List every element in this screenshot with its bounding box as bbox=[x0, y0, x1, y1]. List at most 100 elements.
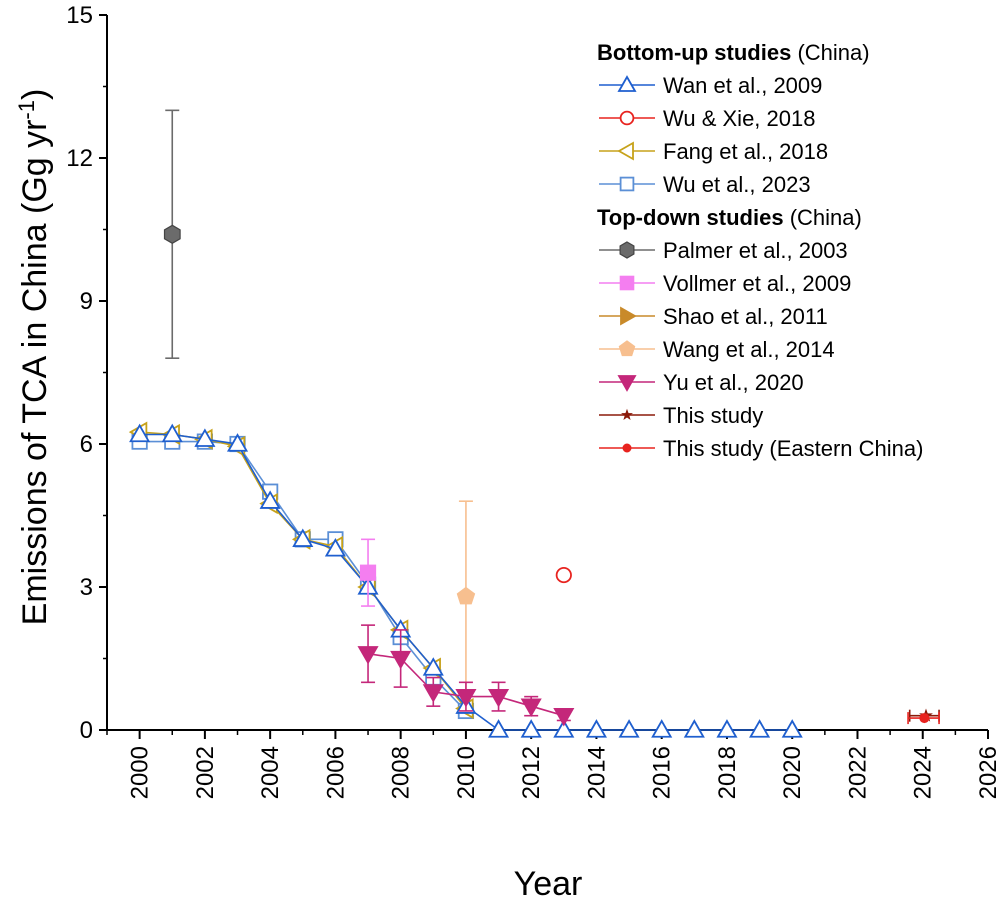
x-tick-label: 2010 bbox=[453, 746, 480, 799]
y-axis-title: Emissions of TCA in China (Gg yr-1) bbox=[14, 89, 54, 626]
x-tick-label: 2026 bbox=[975, 746, 1000, 799]
data-point bbox=[651, 719, 673, 738]
legend-label: Wang et al., 2014 bbox=[663, 337, 835, 362]
legend-label: Palmer et al., 2003 bbox=[663, 238, 848, 263]
legend-item: Wu & Xie, 2018 bbox=[599, 106, 815, 131]
series-7 bbox=[456, 500, 476, 693]
legend-marker bbox=[617, 375, 637, 392]
y-axis-title-sup: -1 bbox=[14, 100, 39, 120]
legend-item: Wu et al., 2023 bbox=[599, 172, 811, 197]
legend-item: Yu et al., 2020 bbox=[599, 370, 804, 395]
y-tick-label: 6 bbox=[80, 431, 93, 458]
x-tick-label: 2018 bbox=[714, 746, 741, 799]
legend-heading-bold: Top-down studies bbox=[597, 205, 784, 230]
y-tick-label: 12 bbox=[66, 145, 93, 172]
series-line bbox=[139, 440, 467, 712]
data-point bbox=[259, 490, 281, 509]
series-layer bbox=[128, 109, 940, 738]
legend-heading-rest: (China) bbox=[791, 40, 869, 65]
legend-item: Wang et al., 2014 bbox=[599, 337, 835, 362]
data-point bbox=[749, 719, 771, 738]
legend-marker bbox=[621, 408, 633, 420]
data-point bbox=[683, 719, 705, 738]
legend-label: This study bbox=[663, 403, 763, 428]
series-10 bbox=[907, 712, 940, 725]
data-point bbox=[553, 708, 575, 727]
legend-marker bbox=[619, 275, 635, 291]
data-point bbox=[488, 719, 510, 738]
data-point bbox=[553, 719, 575, 738]
data-point bbox=[618, 719, 640, 738]
data-point bbox=[226, 433, 249, 452]
data-point bbox=[520, 719, 542, 738]
legend-label: Wan et al., 2009 bbox=[663, 73, 822, 98]
data-point bbox=[357, 646, 379, 665]
data-point bbox=[555, 566, 572, 584]
data-point bbox=[455, 688, 477, 708]
x-tick-label: 2000 bbox=[127, 746, 154, 799]
legend-heading-rest: (China) bbox=[784, 205, 862, 230]
y-axis-title-main: Emissions of TCA in China (Gg yr bbox=[16, 120, 54, 626]
series-3 bbox=[131, 433, 475, 720]
legend-label: Yu et al., 2020 bbox=[663, 370, 804, 395]
x-tick-label: 2014 bbox=[583, 746, 610, 799]
series-4 bbox=[163, 109, 181, 360]
legend-group-heading: Bottom-up studies (China) bbox=[597, 40, 870, 65]
legend-marker bbox=[617, 75, 637, 92]
legend-item: Vollmer et al., 2009 bbox=[599, 271, 851, 296]
x-tick-label: 2002 bbox=[192, 746, 219, 799]
data-point bbox=[359, 564, 377, 581]
legend-item: Shao et al., 2011 bbox=[599, 304, 828, 329]
legend-heading-bold: Bottom-up studies bbox=[597, 40, 791, 65]
legend-marker bbox=[622, 443, 632, 453]
data-point bbox=[390, 650, 412, 670]
legend-item: Fang et al., 2018 bbox=[599, 139, 828, 164]
data-point bbox=[422, 657, 444, 676]
y-axis-title-close: ) bbox=[16, 89, 54, 100]
axis-ticks: 0 3 6 9 12 15 2000 2002 2004 2006 2008 2010 2012 2014… bbox=[66, 2, 1000, 799]
legend-marker bbox=[619, 176, 635, 192]
x-tick-label: 2008 bbox=[388, 746, 415, 799]
data-point bbox=[456, 586, 476, 605]
legend-item: Wan et al., 2009 bbox=[599, 73, 822, 98]
series-1 bbox=[555, 566, 572, 584]
data-point bbox=[129, 423, 151, 443]
data-point bbox=[781, 719, 803, 738]
x-tick-label: 2004 bbox=[257, 746, 284, 799]
x-tick-label: 2020 bbox=[779, 746, 806, 799]
data-point bbox=[520, 698, 542, 717]
series-5 bbox=[359, 538, 377, 607]
data-point bbox=[919, 713, 930, 724]
series-line bbox=[139, 431, 467, 710]
legend-label: This study (Eastern China) bbox=[663, 436, 923, 461]
x-tick-label: 2022 bbox=[844, 746, 871, 799]
y-tick-label: 0 bbox=[80, 717, 93, 744]
data-point bbox=[422, 684, 444, 703]
legend-marker bbox=[617, 141, 634, 161]
data-point bbox=[163, 224, 181, 244]
x-tick-label: 2016 bbox=[649, 746, 676, 799]
series-2 bbox=[128, 421, 474, 720]
y-tick-label: 15 bbox=[66, 2, 93, 29]
legend-group-heading: Top-down studies (China) bbox=[597, 205, 862, 230]
x-tick-label: 2012 bbox=[518, 746, 545, 799]
legend-label: Fang et al., 2018 bbox=[663, 139, 828, 164]
legend-label: Vollmer et al., 2009 bbox=[663, 271, 851, 296]
data-point bbox=[324, 538, 346, 557]
x-tick-label: 2024 bbox=[910, 746, 937, 799]
legend-marker bbox=[618, 340, 636, 357]
series-8 bbox=[357, 624, 575, 727]
data-point bbox=[488, 688, 510, 708]
data-point bbox=[585, 719, 607, 738]
data-point bbox=[716, 719, 738, 738]
legend-item: This study (Eastern China) bbox=[599, 436, 923, 461]
data-point bbox=[292, 528, 314, 547]
legend-item: This study bbox=[599, 403, 763, 428]
y-tick-label: 9 bbox=[80, 288, 93, 315]
legend-label: Wu & Xie, 2018 bbox=[663, 106, 815, 131]
legend-label: Wu et al., 2023 bbox=[663, 172, 811, 197]
x-tick-label: 2006 bbox=[322, 746, 349, 799]
legend-label: Shao et al., 2011 bbox=[663, 304, 828, 329]
legend-marker bbox=[619, 241, 635, 259]
